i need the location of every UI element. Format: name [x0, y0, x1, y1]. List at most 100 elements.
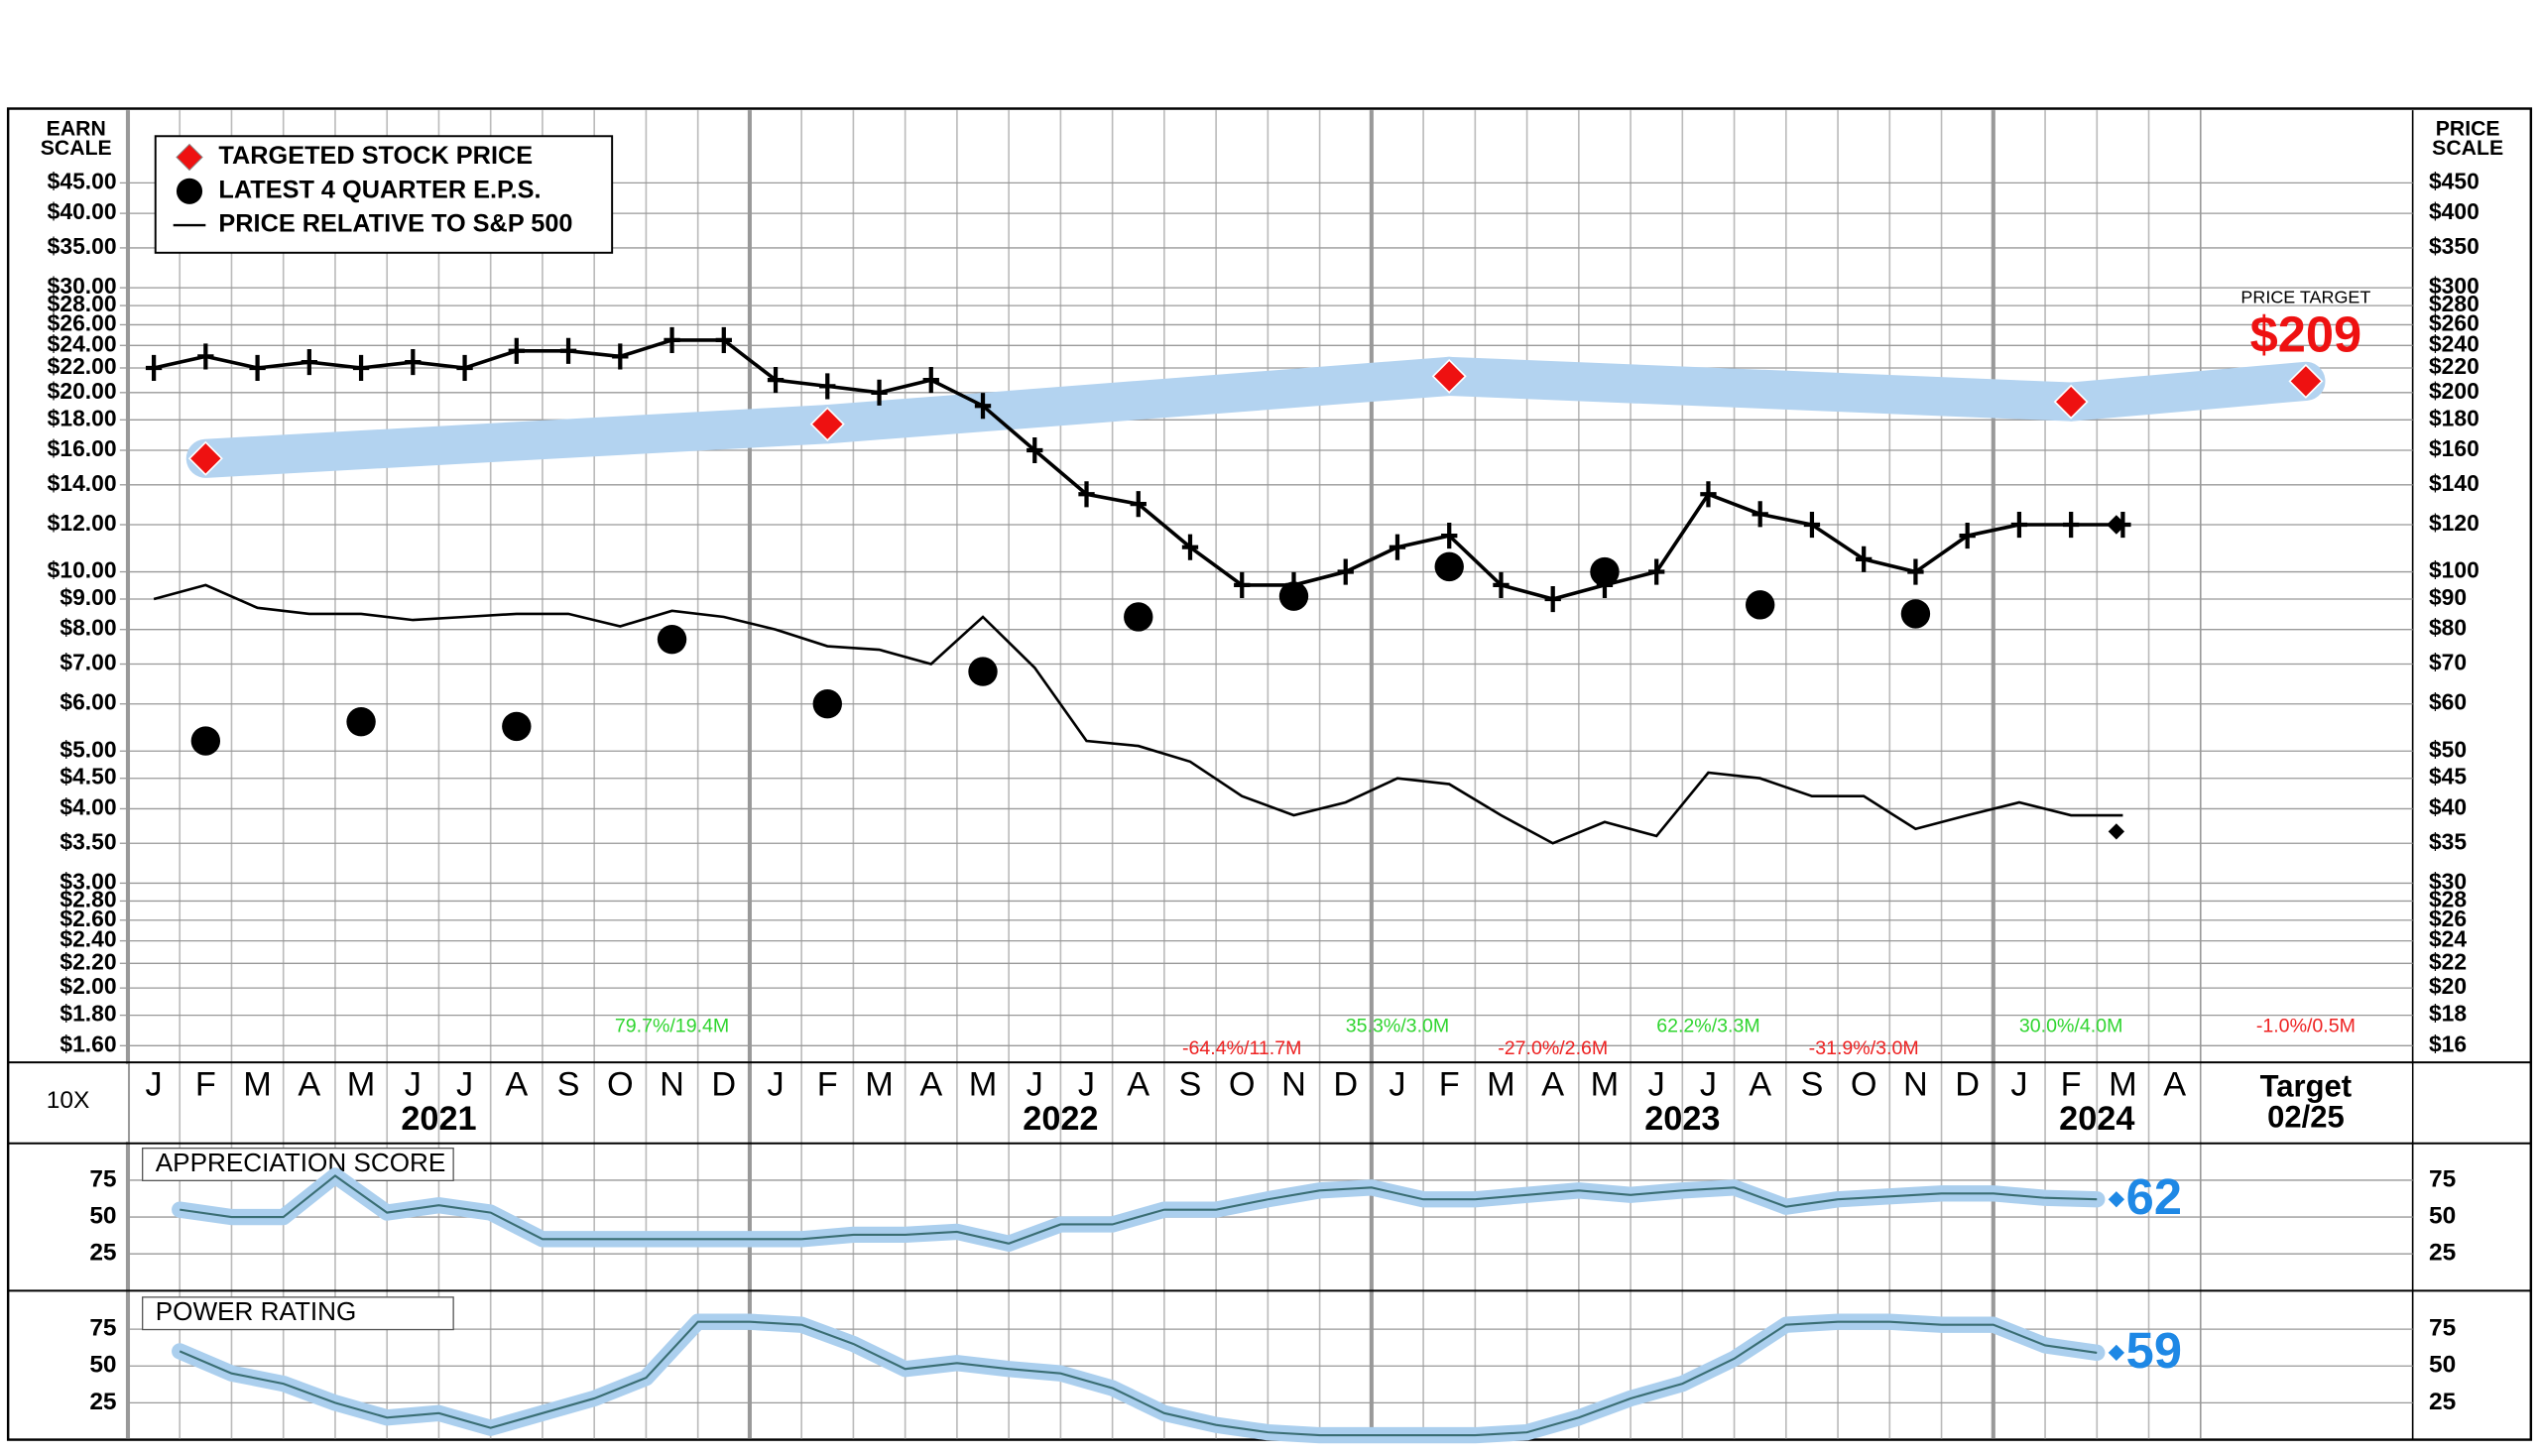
price-bar — [1648, 558, 1665, 585]
y2-tick-label: $6.00 — [60, 689, 116, 715]
eps-dot — [1746, 590, 1775, 620]
y2-tick-label: $26.00 — [48, 309, 117, 335]
y2-tick-label: $5.00 — [60, 736, 116, 762]
y-tick-label: $90 — [2429, 584, 2467, 610]
x-tick-label: O — [607, 1066, 634, 1104]
x-tick-label: S — [1179, 1066, 1202, 1104]
price-bar — [1959, 523, 1976, 549]
target-date: 02/25 — [2267, 1099, 2345, 1134]
y-tick-label: $50 — [2429, 736, 2467, 762]
y-tick-label: $240 — [2429, 330, 2479, 356]
y-tick-label: 25 — [89, 1240, 116, 1267]
y2-tick-label: $2.40 — [60, 926, 116, 952]
target-diamond — [809, 407, 845, 442]
eps-dot — [812, 689, 842, 719]
y-tick-label: $24 — [2429, 926, 2467, 952]
price-bar — [145, 354, 163, 382]
price-bar — [1803, 511, 1821, 539]
x-tick-label: S — [557, 1066, 580, 1104]
x-tick-label: D — [711, 1066, 736, 1104]
x-tick-label: S — [1801, 1066, 1824, 1104]
x-tick-label: F — [1439, 1066, 1460, 1104]
x-tick-label: D — [1333, 1066, 1358, 1104]
y-tick-label: $16 — [2429, 1031, 2467, 1056]
legend-marker — [176, 178, 203, 204]
x-tick-label: N — [660, 1066, 684, 1104]
y-tick-label: $18 — [2429, 1001, 2467, 1027]
x-tick-label: J — [1648, 1066, 1665, 1104]
price-bar — [1700, 481, 1717, 508]
x-tick-label: J — [767, 1066, 784, 1104]
y-tick-label: $220 — [2429, 353, 2479, 379]
legend-box — [154, 135, 614, 254]
y2-tick-label: $2.00 — [60, 973, 116, 999]
price-bar — [405, 349, 422, 376]
x-tick-label: F — [817, 1066, 838, 1104]
y2-tick-label: $1.80 — [60, 1001, 116, 1027]
legend-label: PRICE RELATIVE TO S&P 500 — [218, 210, 572, 238]
legend-marker — [176, 143, 203, 172]
target-band — [807, 356, 1469, 444]
volume-annotation: -1.0%/0.5M — [2256, 1015, 2356, 1036]
x-tick-label: J — [146, 1066, 163, 1104]
last-relative-marker — [2108, 823, 2125, 840]
y-tick-label: $400 — [2429, 198, 2479, 224]
y2-tick-label: $2.20 — [60, 948, 116, 974]
price-bar — [1389, 534, 1406, 560]
score-value-label: 59 — [2126, 1322, 2182, 1379]
eps-dot — [502, 711, 532, 742]
eps-dot — [1590, 556, 1620, 587]
x-tick-label: A — [505, 1066, 528, 1104]
legend-label: LATEST 4 QUARTER E.P.S. — [218, 176, 541, 203]
x-tick-label: J — [2010, 1066, 2027, 1104]
y-axis-label: SCALE — [2432, 137, 2503, 160]
y-tick-label: $180 — [2429, 405, 2479, 430]
y-tick-label: $120 — [2429, 510, 2479, 536]
y2-tick-label: $14.00 — [48, 470, 117, 496]
price-bar — [1234, 571, 1251, 598]
y2-tick-label: $9.00 — [60, 584, 116, 610]
x-tick-label: O — [1851, 1066, 1877, 1104]
eps-dot — [190, 726, 221, 756]
score-line — [180, 1174, 2098, 1245]
target-band — [1429, 356, 2091, 422]
cell-mask — [2414, 1063, 2530, 1143]
x-tick-label: M — [1591, 1066, 1620, 1104]
x-tick-label: M — [2109, 1066, 2137, 1104]
volume-annotation: -64.4%/11.7M — [1182, 1037, 1301, 1059]
y-tick-label: $260 — [2429, 309, 2479, 335]
price-bar — [871, 379, 888, 406]
y2-tick-label: $1.60 — [60, 1031, 116, 1056]
price-bar — [1130, 491, 1147, 518]
volume-annotation: 35.3%/3.0M — [1346, 1015, 1449, 1036]
price-bar — [612, 343, 629, 370]
volume-annotation: -31.9%/3.0M — [1809, 1037, 1919, 1059]
eps-dot — [1124, 602, 1153, 632]
y-tick-label: $35 — [2429, 828, 2467, 854]
y-tick-label: $26 — [2429, 906, 2467, 931]
y-tick-label: $200 — [2429, 378, 2479, 404]
y-tick-label: $350 — [2429, 233, 2479, 259]
y2-tick-label: $8.00 — [60, 615, 116, 641]
target-value-label: $209 — [2250, 306, 2362, 363]
volume-annotation: 30.0%/4.0M — [2019, 1015, 2122, 1036]
y-tick-label: 75 — [2429, 1165, 2456, 1192]
x-tick-label: J — [1700, 1066, 1717, 1104]
price-bar — [1337, 558, 1354, 585]
price-bar — [974, 393, 992, 420]
price-bar — [664, 326, 680, 353]
y-tick-label: $45 — [2429, 764, 2467, 789]
y-tick-label: 50 — [89, 1352, 116, 1379]
y-tick-label: $450 — [2429, 168, 2479, 193]
score-line — [179, 1320, 2098, 1437]
target-diamond — [2053, 384, 2089, 420]
score-marker — [2108, 1344, 2125, 1362]
x-tick-label: N — [1903, 1066, 1928, 1104]
target-title: PRICE TARGET — [2240, 287, 2370, 306]
x-tick-label: A — [919, 1066, 942, 1104]
price-bar — [1752, 501, 1768, 528]
y2-tick-label: $30.00 — [48, 273, 117, 299]
y-tick-label: $280 — [2429, 291, 2479, 316]
y-tick-label: $22 — [2429, 948, 2467, 974]
